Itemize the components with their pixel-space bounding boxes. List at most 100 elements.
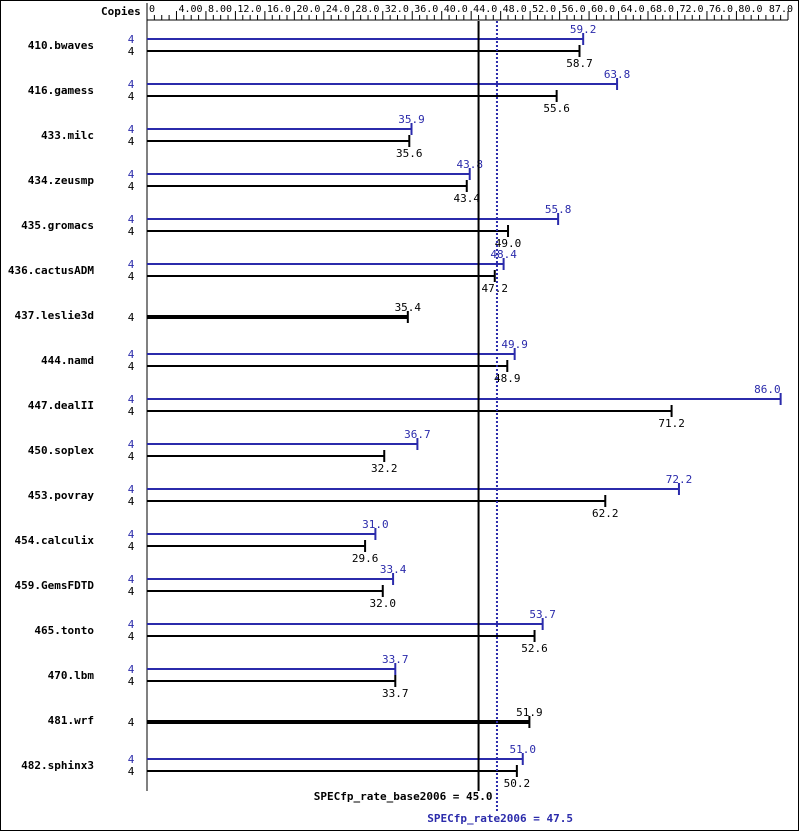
tick-label: 72.0	[679, 4, 703, 15]
tick-label: 28.0	[355, 4, 379, 15]
peak-copies: 4	[128, 213, 135, 226]
peak-copies: 4	[128, 348, 135, 361]
base-copies: 4	[128, 45, 135, 58]
benchmark-name: 410.bwaves	[28, 39, 94, 52]
single-copies: 4	[128, 311, 135, 324]
benchmark-name: 465.tonto	[34, 624, 94, 637]
base-copies: 4	[128, 765, 135, 778]
base-copies: 4	[128, 90, 135, 103]
base-copies: 4	[128, 270, 135, 283]
reference-layer: SPECfp_rate_base2006 = 45.0 SPECfp_rate20…	[314, 21, 573, 825]
tick-label: 16.0	[267, 4, 291, 15]
peak-value-label: 35.9	[398, 113, 425, 126]
base-copies: 4	[128, 540, 135, 553]
tick-label: 64.0	[621, 4, 645, 15]
benchmark-name: 470.lbm	[48, 669, 95, 682]
base-copies: 4	[128, 180, 135, 193]
base-value-label: 52.6	[521, 642, 548, 655]
base-copies: 4	[128, 225, 135, 238]
tick-label: 40.0	[444, 4, 468, 15]
benchmark-name: 453.povray	[28, 489, 95, 502]
peak-value-label: 31.0	[362, 518, 389, 531]
tick-label: 12.0	[237, 4, 261, 15]
base-reference-label: SPECfp_rate_base2006 = 45.0	[314, 790, 493, 803]
benchmark-name: 436.cactusADM	[8, 264, 94, 277]
peak-copies: 4	[128, 753, 135, 766]
base-value-label: 32.0	[370, 597, 397, 610]
peak-value-label: 49.9	[501, 338, 528, 351]
tick-label: 56.0	[562, 4, 586, 15]
base-copies: 4	[128, 495, 135, 508]
tick-label: 48.0	[503, 4, 527, 15]
peak-copies: 4	[128, 123, 135, 136]
single-value-label: 35.4	[395, 301, 422, 314]
peak-value-label: 55.8	[545, 203, 572, 216]
peak-copies: 4	[128, 258, 135, 271]
axis-header-label: Copies	[101, 5, 141, 18]
single-copies: 4	[128, 716, 135, 729]
benchmark-name: 450.soplex	[28, 444, 95, 457]
tick-label: 0	[149, 4, 155, 15]
peak-copies: 4	[128, 438, 135, 451]
benchmark-name: 459.GemsFDTD	[15, 579, 95, 592]
benchmark-name: 437.leslie3d	[15, 309, 94, 322]
base-value-label: 55.6	[543, 102, 570, 115]
peak-copies: 4	[128, 483, 135, 496]
base-value-label: 62.2	[592, 507, 619, 520]
tick-label: 52.0	[532, 4, 556, 15]
peak-copies: 4	[128, 618, 135, 631]
peak-copies: 4	[128, 393, 135, 406]
peak-value-label: 51.0	[510, 743, 537, 756]
peak-reference-label: SPECfp_rate2006 = 47.5	[427, 812, 573, 825]
benchmark-name: 482.sphinx3	[21, 759, 94, 772]
peak-copies: 4	[128, 168, 135, 181]
tick-label: 44.0	[473, 4, 497, 15]
peak-value-label: 59.2	[570, 23, 597, 36]
base-value-label: 29.6	[352, 552, 379, 565]
base-value-label: 33.7	[382, 687, 409, 700]
peak-copies: 4	[128, 573, 135, 586]
peak-value-label: 53.7	[529, 608, 556, 621]
base-value-label: 71.2	[658, 417, 685, 430]
base-copies: 4	[128, 450, 135, 463]
tick-label: 87.0	[769, 4, 793, 15]
base-value-label: 48.9	[494, 372, 521, 385]
tick-label: 76.0	[709, 4, 733, 15]
base-copies: 4	[128, 135, 135, 148]
peak-value-label: 43.8	[456, 158, 483, 171]
peak-value-label: 72.2	[666, 473, 693, 486]
peak-value-label: 63.8	[604, 68, 631, 81]
tick-label: 24.0	[326, 4, 350, 15]
peak-value-label: 86.0	[754, 383, 781, 396]
base-value-label: 49.0	[495, 237, 522, 250]
base-copies: 4	[128, 630, 135, 643]
tick-label: 8.00	[208, 4, 232, 15]
base-value-label: 47.2	[482, 282, 509, 295]
base-value-label: 35.6	[396, 147, 423, 160]
benchmark-name: 481.wrf	[48, 714, 94, 727]
base-copies: 4	[128, 675, 135, 688]
tick-label: 4.00	[178, 4, 202, 15]
base-value-label: 58.7	[566, 57, 593, 70]
axis-layer: Copies 0 4.00 8.00 12.0 16.0 20.0 24.0 28.0 32.0 3…	[101, 3, 793, 791]
base-value-label: 43.4	[454, 192, 481, 205]
benchmark-name: 444.namd	[41, 354, 94, 367]
tick-label: 20.0	[296, 4, 320, 15]
benchmark-name: 435.gromacs	[21, 219, 94, 232]
base-copies: 4	[128, 405, 135, 418]
base-copies: 4	[128, 360, 135, 373]
peak-copies: 4	[128, 78, 135, 91]
peak-value-label: 33.4	[380, 563, 407, 576]
peak-value-label: 48.4	[490, 248, 517, 261]
base-value-label: 50.2	[504, 777, 531, 790]
base-value-label: 32.2	[371, 462, 398, 475]
base-copies: 4	[128, 585, 135, 598]
peak-copies: 4	[128, 528, 135, 541]
tick-label: 60.0	[591, 4, 615, 15]
single-value-label: 51.9	[516, 706, 543, 719]
peak-value-label: 36.7	[404, 428, 431, 441]
tick-label: 32.0	[385, 4, 409, 15]
tick-label: 68.0	[650, 4, 674, 15]
